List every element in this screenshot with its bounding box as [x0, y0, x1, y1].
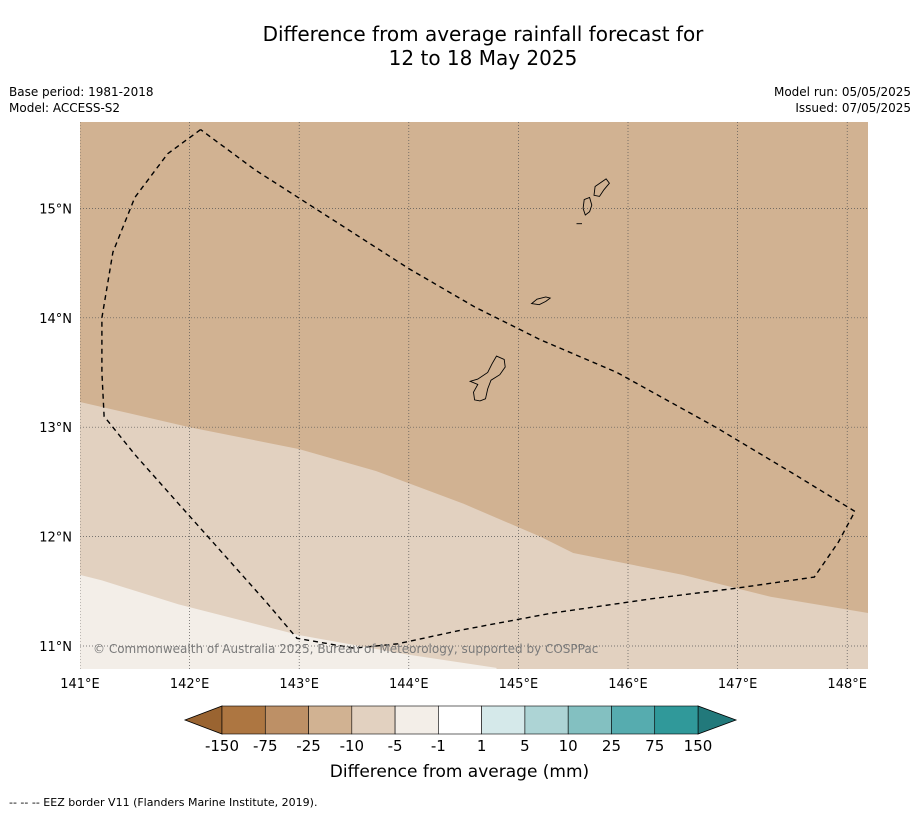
colorbar-segment — [351, 705, 396, 735]
colorbar-label: Difference from average (mm) — [329, 762, 590, 782]
colorbar-tick-label: 5 — [520, 737, 530, 755]
colorbar-segment — [264, 705, 309, 735]
lon-tick-label: 144°E — [389, 677, 429, 692]
meta-right: Model run: 05/05/2025 Issued: 07/05/2025 — [774, 84, 911, 116]
meta-left: Base period: 1981-2018 Model: ACCESS-S2 — [9, 84, 154, 116]
island-tinian — [582, 196, 593, 216]
colorbar-segment — [654, 705, 699, 735]
model-text: Model: ACCESS-S2 — [9, 101, 121, 115]
colorbar-segment — [481, 705, 526, 735]
colorbar-tick-label: 25 — [602, 737, 621, 755]
lon-tick-label: 147°E — [718, 677, 758, 692]
colorbar-tick-label: -75 — [253, 737, 278, 755]
colorbar-tick-label: -25 — [296, 737, 321, 755]
colorbar-segment — [567, 705, 612, 735]
colorbar-segment — [524, 705, 569, 735]
lon-tick-label: 148°E — [827, 677, 867, 692]
colorbar-tick-label: -1 — [431, 737, 446, 755]
lon-tick-label: 142°E — [170, 677, 210, 692]
chart-title: Difference from average rainfall forecas… — [0, 22, 919, 70]
lon-tick-label: 141°E — [60, 677, 100, 692]
colorbar-segment — [308, 705, 353, 735]
map-panel: © Commonwealth of Australia 2025, Bureau… — [39, 122, 868, 692]
colorbar-low-extend — [183, 705, 223, 735]
colorbar-segment — [394, 705, 439, 735]
lat-tick-label: 15°N — [39, 202, 72, 217]
colorbar-segment — [611, 705, 656, 735]
lon-tick-label: 146°E — [608, 677, 648, 692]
lat-tick-label: 13°N — [39, 421, 72, 436]
model-run-text: Model run: 05/05/2025 — [773, 85, 911, 99]
colorbar-tick-label: -10 — [340, 737, 365, 755]
colorbar-tick-label: 150 — [684, 737, 713, 755]
island-rota — [530, 296, 552, 306]
issued-text: Issued: 07/05/2025 — [795, 101, 911, 115]
colorbar-tick-label: -150 — [205, 737, 239, 755]
colorbar-tick-label: 10 — [559, 737, 578, 755]
rain-zone-2 — [80, 574, 497, 669]
colorbar-high-extend — [697, 705, 738, 735]
colorbar-tick-label: 75 — [645, 737, 664, 755]
copyright-text: © Commonwealth of Australia 2025, Bureau… — [93, 642, 598, 656]
rain-zone-1 — [80, 402, 868, 669]
lon-tick-label: 143°E — [279, 677, 319, 692]
eez-footnote: -- -- -- EEZ border V11 (Flanders Marine… — [9, 796, 318, 809]
lon-tick-label: 145°E — [499, 677, 539, 692]
island-saipan — [593, 178, 610, 197]
lat-tick-label: 11°N — [39, 640, 72, 655]
title-line-1: Difference from average rainfall forecas… — [262, 22, 704, 46]
colorbar: -150 -75 -25 -10 -5 -1 1 5 10 25 75 150 — [183, 705, 738, 755]
colorbar-tick-label: -5 — [388, 737, 403, 755]
lat-tick-label: 14°N — [39, 312, 72, 327]
colorbar-tick-label: 1 — [477, 737, 487, 755]
colorbar-segment — [221, 705, 266, 735]
lat-tick-label: 12°N — [39, 531, 72, 546]
title-line-2: 12 to 18 May 2025 — [388, 46, 578, 70]
eez-border-line — [101, 129, 856, 649]
base-period-text: Base period: 1981-2018 — [9, 85, 154, 99]
colorbar-segment — [438, 705, 482, 735]
island-guam — [468, 355, 506, 402]
